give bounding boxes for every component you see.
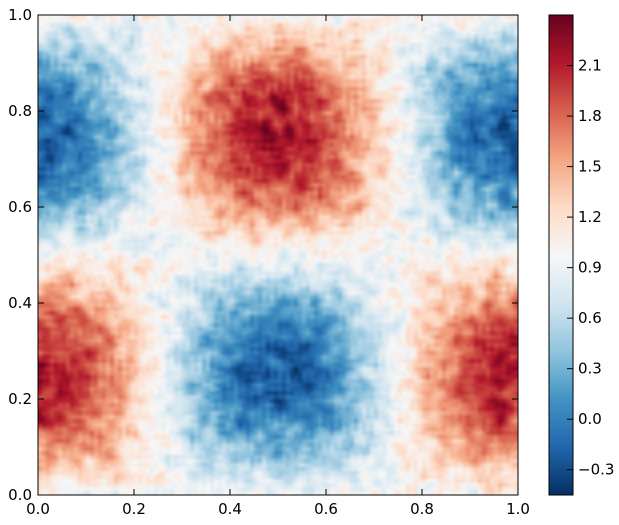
colorbar-tick-label: −0.3 bbox=[578, 461, 614, 479]
colorbar-tick-label: 0.0 bbox=[578, 410, 602, 428]
colorbar-tick-label: 0.6 bbox=[578, 309, 602, 327]
colorbar bbox=[548, 14, 574, 496]
colorbar-tick-label: 2.1 bbox=[578, 57, 602, 75]
y-tick-label: 0.4 bbox=[8, 294, 32, 312]
colorbar-axis: −0.3 0.0 0.3 0.6 0.9 1.2 1.5 1.8 2.1 bbox=[567, 57, 614, 479]
colorbar-tick-label: 1.8 bbox=[578, 107, 602, 125]
y-tick-label: 0.8 bbox=[8, 102, 32, 120]
x-tick-label: 0.4 bbox=[218, 500, 242, 518]
x-axis: 0.0 0.2 0.4 0.6 0.8 1.0 bbox=[26, 15, 530, 518]
y-tick-label: 0.2 bbox=[8, 390, 32, 408]
x-tick-label: 1.0 bbox=[506, 500, 530, 518]
x-tick-label: 0.6 bbox=[314, 500, 338, 518]
x-tick-label: 0.0 bbox=[26, 500, 50, 518]
y-tick-label: 1.0 bbox=[8, 6, 32, 24]
x-tick-label: 0.2 bbox=[122, 500, 146, 518]
plot-area bbox=[38, 15, 518, 495]
colorbar-tick-label: 1.5 bbox=[578, 158, 602, 176]
y-tick-label: 0.6 bbox=[8, 198, 32, 216]
plot-frame bbox=[37, 14, 519, 496]
y-axis: 0.0 0.2 0.4 0.6 0.8 1.0 bbox=[8, 6, 518, 504]
colorbar-tick-label: 1.2 bbox=[578, 208, 602, 226]
x-tick-label: 0.8 bbox=[410, 500, 434, 518]
y-tick-label: 0.0 bbox=[8, 486, 32, 504]
heatmap-image bbox=[38, 15, 518, 495]
colorbar-tick-label: 0.3 bbox=[578, 360, 602, 378]
colorbar-tick-label: 0.9 bbox=[578, 259, 602, 277]
